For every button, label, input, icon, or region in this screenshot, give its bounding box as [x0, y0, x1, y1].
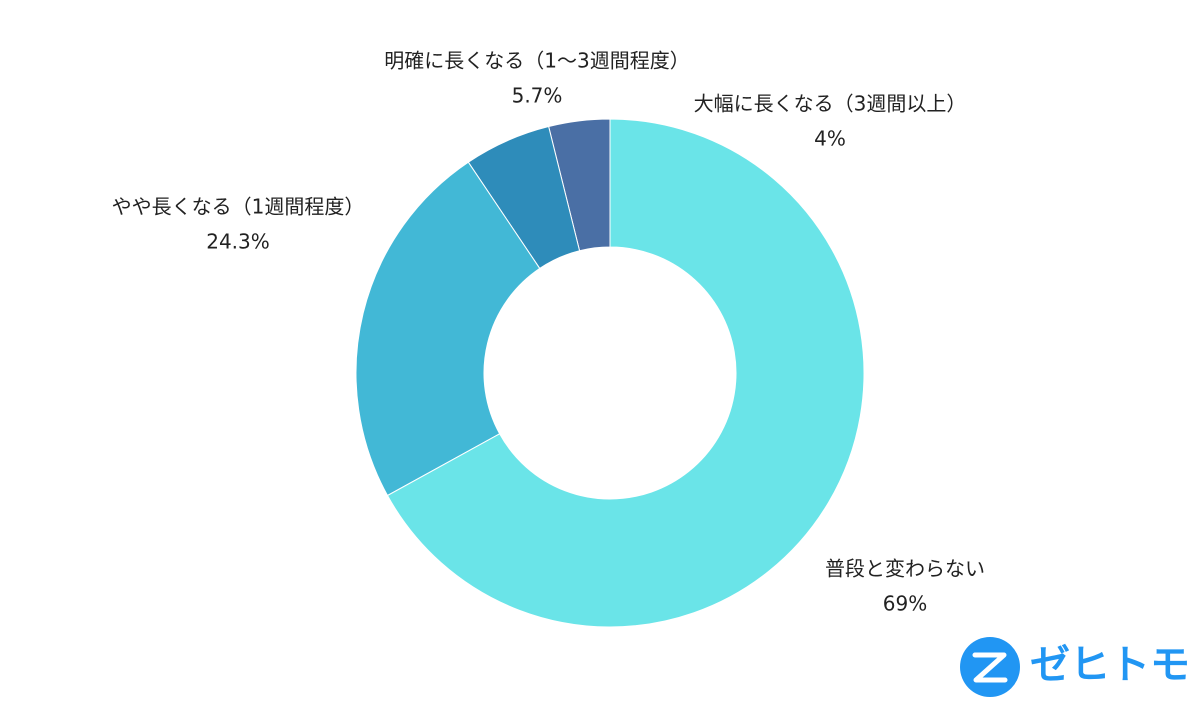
slice-label: 大幅に長くなる（3週間以上） [694, 92, 967, 116]
logo-text: ゼヒトモ [1030, 642, 1190, 688]
logo-icon-mark [972, 652, 1008, 683]
logo: ゼヒトモ [960, 637, 1190, 697]
slice [467, 125, 581, 270]
value-label: 4% [814, 127, 846, 151]
slice [386, 118, 865, 628]
value-label: 24.3% [206, 230, 270, 254]
value-label: 5.7% [512, 84, 563, 108]
value-label: 69% [883, 592, 927, 616]
slice-label: 明確に長くなる（1〜3週間程度） [384, 49, 689, 73]
slice-label: 普段と変わらない [825, 557, 985, 581]
slice [355, 161, 541, 497]
slice-label: やや長くなる（1週間程度） [112, 195, 365, 219]
